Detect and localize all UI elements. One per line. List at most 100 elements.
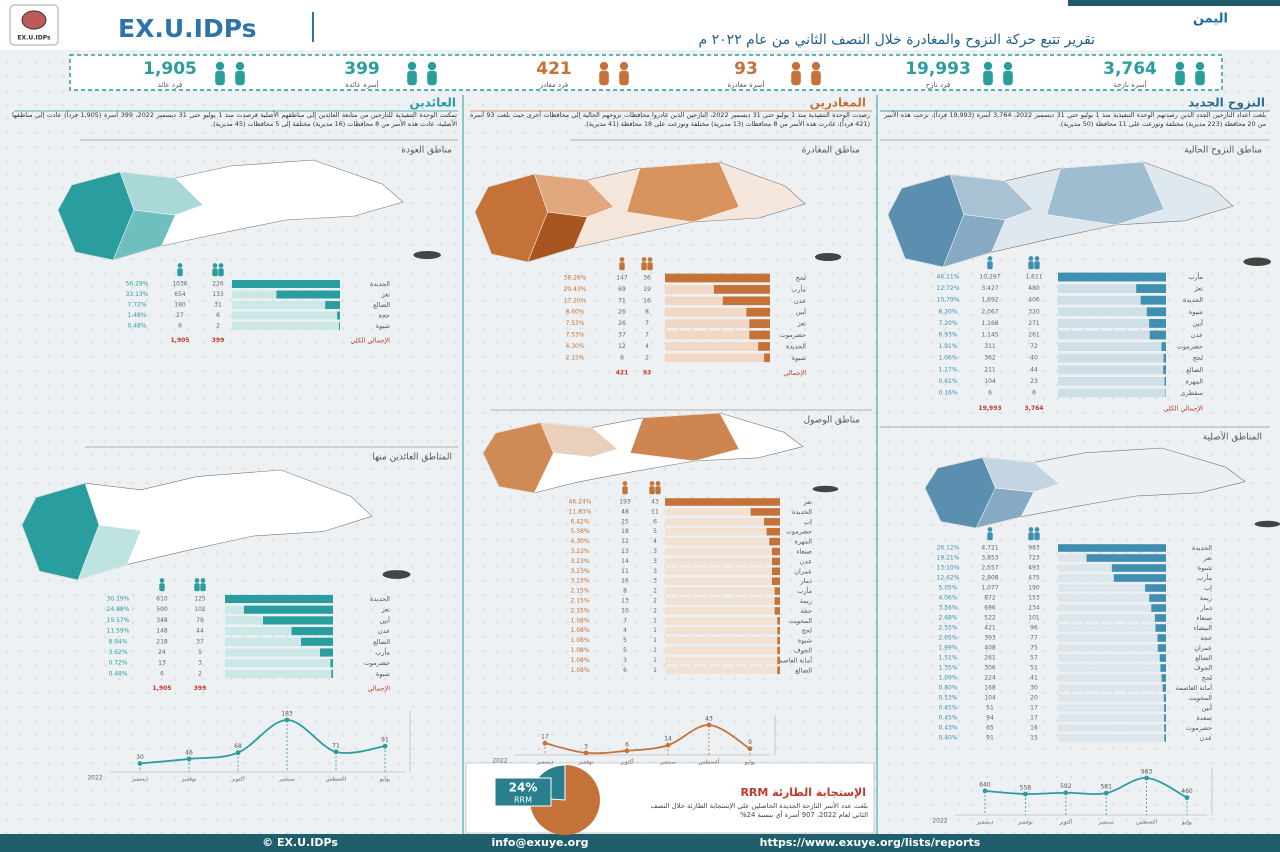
bar-track <box>665 617 780 625</box>
bar <box>777 646 780 655</box>
bar-track <box>225 659 333 668</box>
share-label: 5.38% <box>570 528 589 535</box>
bar <box>1111 564 1166 572</box>
individuals: 51 <box>986 705 994 712</box>
families: 79 <box>196 617 204 624</box>
row-name: مأرب <box>797 586 812 595</box>
map-island <box>812 485 839 493</box>
point-label: 558 <box>1020 784 1032 791</box>
row-name: حضرموت <box>1177 343 1203 351</box>
share-label: 0.48% <box>127 323 146 330</box>
bar-track <box>665 296 770 306</box>
individuals: 348 <box>156 617 168 624</box>
row-name: الحديدة <box>370 280 390 288</box>
families: 37 <box>196 638 204 645</box>
trend-point <box>382 743 388 749</box>
bar <box>1154 614 1166 622</box>
families: 41 <box>1030 675 1038 682</box>
icon <box>200 583 206 592</box>
individuals: 218 <box>156 638 168 645</box>
month-label: ديسمبر <box>536 760 554 766</box>
individuals: 147 <box>616 275 628 282</box>
share-label: 3.23% <box>570 568 589 575</box>
individuals: 696 <box>984 605 996 612</box>
individuals: 26 <box>618 320 626 327</box>
families: 1 <box>653 647 657 654</box>
icon <box>194 578 200 583</box>
share-label: 20.43% <box>564 286 587 293</box>
bar-track <box>1058 674 1166 682</box>
bar-track <box>665 547 780 556</box>
bar-track <box>1058 704 1166 712</box>
share-label: 1.35% <box>938 665 957 672</box>
row-name: شبوة <box>792 354 806 362</box>
bar-track <box>225 637 333 646</box>
pie-badge <box>494 777 552 807</box>
bar <box>1149 318 1166 328</box>
icon <box>641 257 647 262</box>
map-island <box>413 251 441 259</box>
families: 4 <box>645 343 649 350</box>
individuals: 500 <box>156 606 168 613</box>
trend-point <box>665 742 671 748</box>
share-label: 0.45% <box>938 705 957 712</box>
bar <box>320 648 333 657</box>
individuals: 148 <box>156 628 168 635</box>
sub-title: مناطق النزوح الحالية <box>1184 146 1262 156</box>
row-name: أبين <box>1192 318 1203 327</box>
families: 2 <box>645 354 649 361</box>
row-name: أمانة العاصمة <box>776 655 812 664</box>
individuals: 610 <box>156 596 168 603</box>
bar <box>746 307 770 317</box>
icon <box>1028 261 1034 270</box>
share-label: 11.83% <box>569 508 592 515</box>
icon <box>200 578 206 583</box>
share-label: 1.48% <box>127 312 146 319</box>
bar <box>262 616 333 625</box>
trend-point <box>1063 790 1069 796</box>
families: 5 <box>198 649 202 656</box>
map-region <box>534 173 615 218</box>
bar <box>1157 634 1166 642</box>
individuals: 2,557 <box>981 565 998 572</box>
row-name: مأرب <box>1188 272 1203 281</box>
individuals: 5 <box>623 647 627 654</box>
row-name: الحديدة <box>1192 544 1212 552</box>
row-name: الضالع <box>1186 366 1203 374</box>
individuals: 5 <box>623 637 627 644</box>
share-label: 2.68% <box>938 615 957 622</box>
map-island <box>382 570 411 579</box>
share-label: 0.43% <box>938 725 957 732</box>
kpi-label: أسرة مغادرة <box>728 80 765 89</box>
trend-point <box>235 750 241 756</box>
bar-track <box>665 597 780 605</box>
families: 1,611 <box>1025 274 1042 281</box>
families: 261 <box>1028 332 1040 339</box>
row-name: تعز <box>380 291 390 299</box>
bar <box>232 280 340 288</box>
month-label: نوفمبر <box>1017 820 1033 826</box>
individuals: 16 <box>621 578 629 585</box>
individuals: 2,067 <box>981 308 998 315</box>
bar-track <box>1058 307 1166 317</box>
share-label: 1.08% <box>570 637 589 644</box>
individuals: 14 <box>621 558 629 565</box>
individuals: 8 <box>623 588 627 595</box>
bar-track <box>665 646 780 655</box>
bar-track <box>1058 644 1166 652</box>
row-name: عدن <box>800 557 812 565</box>
month-label: ديسمبر <box>976 820 994 826</box>
bar-track <box>1058 624 1166 632</box>
families: 2 <box>216 323 220 330</box>
families: 190 <box>1028 585 1040 592</box>
row-name: شبوة <box>376 670 390 678</box>
bar-track <box>665 666 780 675</box>
point-label: 983 <box>1141 769 1153 776</box>
trend-point <box>186 756 192 762</box>
section-title: المغادرين <box>810 96 866 110</box>
kpi-label: فرد مغادر <box>539 81 568 89</box>
icon <box>983 70 993 86</box>
individuals: 654 <box>174 291 186 298</box>
families: 6 <box>653 518 657 525</box>
icon <box>1003 70 1013 86</box>
